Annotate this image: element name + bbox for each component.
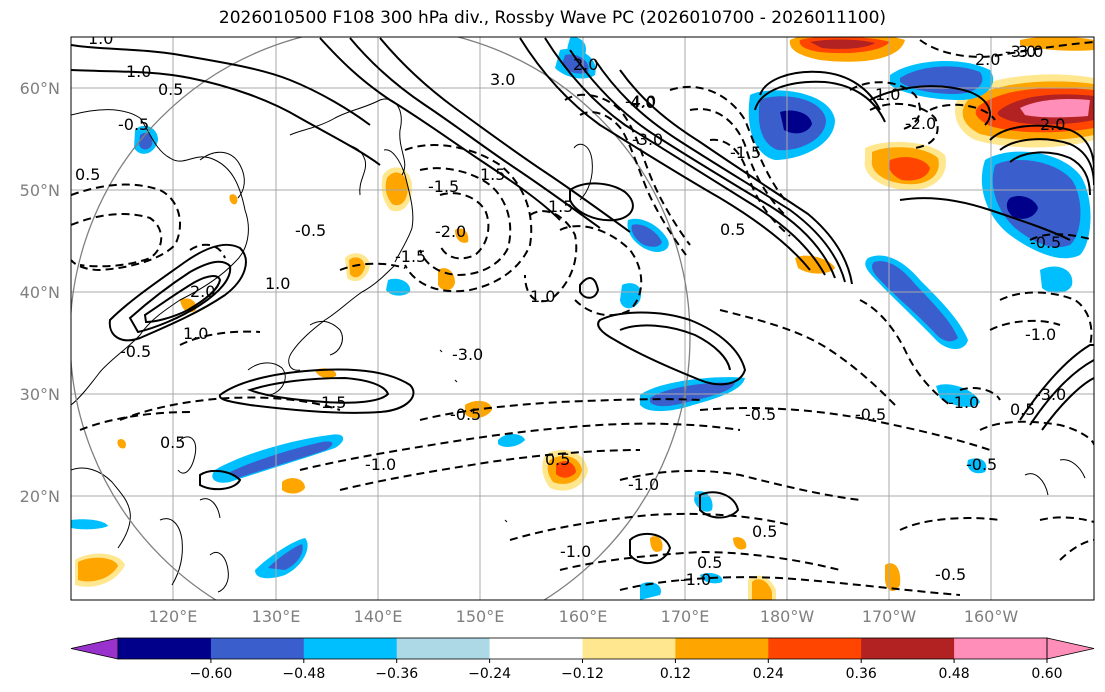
contour-label: 0.5 <box>697 553 722 572</box>
contour-label: -3.0 <box>1005 42 1036 61</box>
contour-label: -1.0 <box>560 542 591 561</box>
contour-label: 0.5 <box>752 522 777 541</box>
lon-tick-label: 170°E <box>661 607 710 626</box>
contour-label: 1.0 <box>88 29 113 48</box>
colorbar-tick-label: −0.60 <box>189 666 232 682</box>
contour-label: 3.0 <box>1018 42 1043 61</box>
contour-label: 3.0 <box>490 70 515 89</box>
contour-label: -2.0 <box>435 222 466 241</box>
colorbar-tick-label: −0.12 <box>561 666 604 682</box>
contour-label: -3.0 <box>452 345 483 364</box>
contour-label: -0.5 <box>855 405 886 424</box>
lon-tick-label: 150°E <box>456 607 505 626</box>
latitude-axis: 60°N 50°N 40°N 30°N 20°N <box>20 79 60 506</box>
lon-tick-label: 180°W <box>760 607 815 626</box>
contour-label: -1.0 <box>948 393 979 412</box>
contour-label: 0.5 <box>158 80 183 99</box>
lat-tick-label: 30°N <box>20 385 60 404</box>
colorbar-segment <box>303 638 398 659</box>
colorbar-segment <box>861 638 955 659</box>
map-title: 2026010500 F108 300 hPa div., Rossby Wav… <box>218 8 887 28</box>
lon-tick-label: 160°W <box>964 607 1019 626</box>
contour-label: -3.0 <box>632 130 663 149</box>
colorbar-tick-label: 0.24 <box>753 666 784 682</box>
contour-label: 0.5 <box>545 450 570 469</box>
contour-label: 1.5 <box>321 393 346 412</box>
colorbar-tick-label: 0.12 <box>660 666 691 682</box>
colorbar: −0.60 −0.48 −0.36 −0.24 −0.12 0.12 0.24 0.36 0.4… <box>70 637 1095 682</box>
contour-label: 2.0 <box>573 55 598 74</box>
contour-label: -1.0 <box>1025 325 1056 344</box>
contour-label: 1.0 <box>126 62 151 81</box>
contour-label: 0.5 <box>75 165 100 184</box>
colorbar-segment <box>210 638 305 659</box>
coastlines <box>71 98 1086 593</box>
negative-contours <box>71 39 1094 596</box>
contour-label: -1.5 <box>395 247 426 266</box>
colorbar-tick-label: 0.60 <box>1031 666 1062 682</box>
contour-label: 1.0 <box>875 85 900 104</box>
contour-label: -3.0 <box>1035 385 1066 404</box>
lon-tick-label: 120°E <box>149 607 198 626</box>
range-circle <box>71 37 691 600</box>
contour-label: 2.0 <box>1040 115 1065 134</box>
colorbar-tick-label: −0.24 <box>468 666 511 682</box>
colorbar-segment <box>768 638 862 659</box>
contour-label: 0.5 <box>720 220 745 239</box>
contour-labels: 1.0 1.0 0.5 -0.5 0.5 3.0 2.0 -3.0 1.5 -1… <box>75 29 1066 589</box>
contour-label: -0.5 <box>935 565 966 584</box>
plot-frame <box>70 36 1095 601</box>
longitude-axis: 120°E 130°E 140°E 150°E 160°E 170°E 180°… <box>149 607 1019 626</box>
contour-label: 1.0 <box>265 274 290 293</box>
contour-label: 4.0 <box>630 93 655 112</box>
colorbar-tick-label: −0.48 <box>282 666 325 682</box>
contour-label: -0.5 <box>450 405 481 424</box>
contour-label: 1.0 <box>530 287 555 306</box>
lat-tick-label: 40°N <box>20 283 60 302</box>
colorbar-segment <box>582 638 676 659</box>
contour-label: -4.0 <box>625 92 656 111</box>
colorbar-segment <box>118 638 212 659</box>
lat-tick-label: 60°N <box>20 79 60 98</box>
contour-label: -0.5 <box>295 221 326 240</box>
contour-label: -1.5 <box>428 177 459 196</box>
colorbar-tick-label: −0.36 <box>375 666 418 682</box>
contour-label: 1.5 <box>548 197 573 216</box>
contour-label: -1.5 <box>730 143 761 162</box>
contour-label: -0.5 <box>118 115 149 134</box>
colorbar-tick-label: 0.36 <box>846 666 877 682</box>
contour-label: -0.5 <box>745 405 776 424</box>
contour-label: 2.0 <box>975 50 1000 69</box>
lat-tick-label: 50°N <box>20 181 60 200</box>
contour-label: -1.0 <box>628 475 659 494</box>
colorbar-extend-low <box>70 637 119 660</box>
colorbar-segment <box>489 638 583 659</box>
contour-label: 2.0 <box>190 282 215 301</box>
contour-label: 0.5 <box>160 433 185 452</box>
colorbar-segment <box>954 638 1048 659</box>
divergence-shading <box>71 37 1094 600</box>
contour-label: 0.5 <box>1010 400 1035 419</box>
colorbar-segment <box>396 638 491 659</box>
contour-label: -0.5 <box>966 455 997 474</box>
contour-label: 1.0 <box>183 324 208 343</box>
colorbar-tick-label: 0.48 <box>939 666 970 682</box>
lon-tick-label: 130°E <box>252 607 301 626</box>
lon-tick-label: 170°W <box>862 607 917 626</box>
contour-label: -0.5 <box>120 342 151 361</box>
colorbar-segment <box>675 638 769 659</box>
contour-label: -2.0 <box>905 114 936 133</box>
lon-tick-label: 160°E <box>559 607 608 626</box>
positive-contours <box>71 37 1094 564</box>
lat-tick-label: 20°N <box>20 487 60 506</box>
contour-label: -1.0 <box>365 455 396 474</box>
contour-label: -1.0 <box>680 570 711 589</box>
colorbar-extend-high <box>1046 637 1095 660</box>
contour-label: -0.5 <box>1030 233 1061 252</box>
lon-tick-label: 140°E <box>354 607 403 626</box>
contour-label: 1.5 <box>480 165 505 184</box>
